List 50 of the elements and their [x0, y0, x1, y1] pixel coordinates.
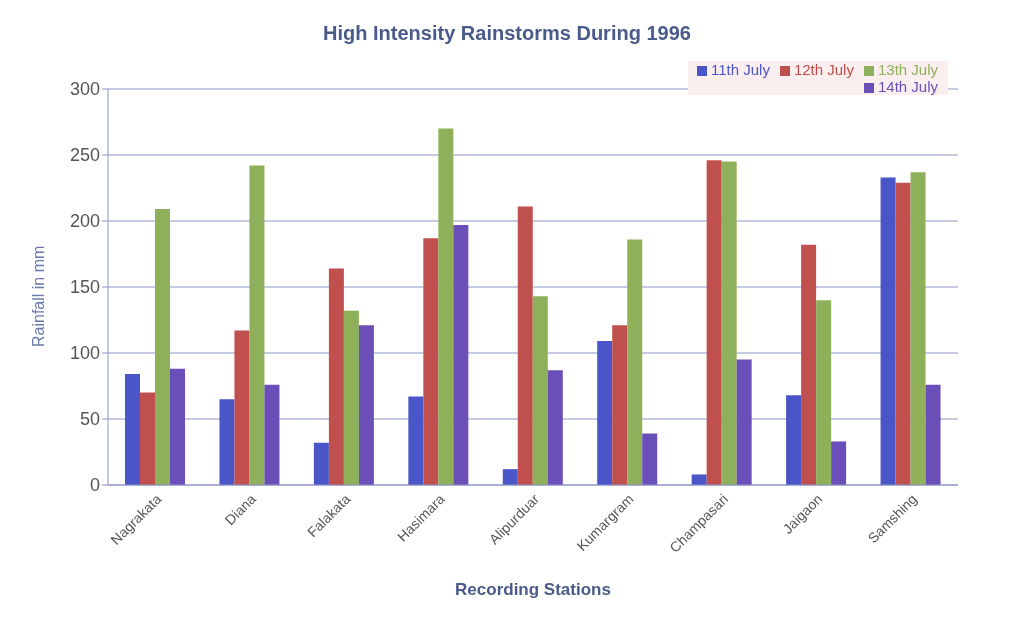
legend-label: 13th July [877, 61, 938, 78]
bar [343, 310, 359, 485]
legend-label: 11th July [710, 61, 770, 78]
bar [358, 325, 374, 485]
legend-label: 14th July [877, 78, 938, 95]
y-tick-label: 100 [69, 343, 100, 364]
bar [612, 325, 628, 485]
bar [125, 374, 140, 485]
bar [547, 370, 563, 485]
bar [170, 368, 185, 485]
bar [517, 206, 533, 485]
bar [423, 238, 439, 485]
bar [627, 239, 643, 485]
bar [313, 442, 329, 485]
bar [925, 384, 941, 485]
bar [264, 384, 280, 485]
bar [155, 209, 170, 485]
bar [642, 433, 658, 485]
bar [706, 160, 722, 485]
bar [736, 359, 752, 485]
bar [831, 441, 847, 485]
y-tick-label: 300 [69, 79, 100, 100]
y-tick-label: 50 [79, 409, 100, 430]
bar [721, 161, 737, 485]
bar [786, 395, 802, 485]
bar [234, 330, 250, 485]
y-tick-label: 150 [69, 277, 100, 298]
legend-label: 12th July [793, 61, 854, 78]
bar [502, 469, 518, 485]
bar [408, 396, 424, 485]
bar [328, 268, 344, 485]
bar [219, 399, 235, 485]
x-axis-title: Recording Stations [455, 580, 611, 599]
bar [895, 182, 911, 485]
bar [532, 296, 548, 485]
bar [691, 474, 707, 485]
bar [453, 224, 469, 485]
bar [438, 128, 454, 485]
bar [816, 300, 832, 485]
bar [910, 172, 926, 485]
y-tick-label: 250 [69, 145, 100, 166]
bar [249, 165, 265, 485]
y-axis-title: Rainfall in mm [29, 245, 47, 347]
chart-title: High Intensity Rainstorms During 1996 [322, 21, 692, 45]
y-tick-label: 0 [89, 475, 100, 496]
bar [140, 392, 155, 485]
bar [801, 244, 817, 485]
y-tick-label: 200 [69, 211, 100, 232]
bar [880, 177, 896, 485]
bar [597, 341, 613, 485]
